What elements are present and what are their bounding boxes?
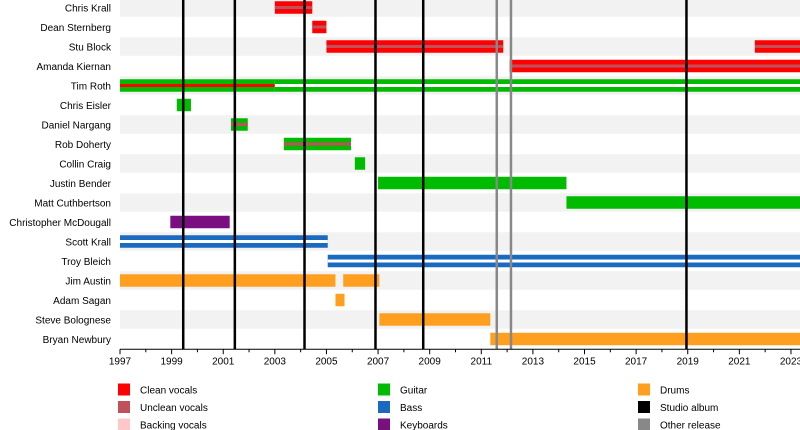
bar-scott-krall-stripe [120,240,328,243]
bar-justin-bender [378,176,567,190]
member-name-collin-craig: Collin Craig [59,159,111,170]
row-band [120,115,800,134]
membership-bars [120,1,800,346]
x-tick-label: 2013 [522,356,545,367]
x-tick-label: 2017 [625,356,648,367]
legend-label-studio-album: Studio album [660,403,718,414]
legend-swatch-other-release [638,418,650,430]
legend-swatch-backing-vocals [118,418,130,430]
legend-label-keyboards: Keyboards [400,420,448,430]
bar-troy-bleich-stripe [327,259,800,263]
legend-label-other-release: Other release [660,420,721,430]
member-name-justin-bender: Justin Bender [50,179,112,190]
x-axis: 1997 1999 2001 2003 2005 2007 2009 2011 2013 2015… [109,348,800,367]
x-tick-label: 2015 [573,356,596,367]
row-band [120,0,800,17]
bar-collin-craig [354,157,366,170]
member-name-matt-cuthbertson: Matt Cuthbertson [34,198,111,209]
x-tick-label: 1999 [160,356,183,367]
x-tick-label: 1997 [109,356,132,367]
bar-amanda-kiernan-secondary [509,64,800,68]
member-name-chris-krall: Chris Krall [65,3,111,14]
bar-rob-doherty-secondary [283,142,351,146]
x-tick-label: 2021 [728,356,751,367]
legend-swatch-clean-vocals [118,383,130,396]
bar-chris-krall-secondary [274,6,313,9]
legend-label-guitar: Guitar [400,385,428,396]
x-tick-label: 2011 [471,356,493,367]
legend-label-bass: Bass [400,403,422,414]
legend-label-backing-vocals: Backing vocals [140,420,207,430]
x-tick-label: 2019 [677,356,700,367]
bar-dean-sternberg-secondary [312,25,327,29]
member-name-troy-bleich: Troy Bleich [61,257,111,268]
x-tick-label: 2003 [264,356,287,367]
bar-adam-sagan [335,293,345,307]
legend: Clean vocals Unclean vocals Backing vocals… [118,383,721,430]
bar-stu-block-secondary [326,45,504,48]
member-name-steve-bolognese: Steve Bolognese [35,315,111,326]
legend-swatch-drums [638,383,650,396]
bar-stu-block-secondary [754,45,800,48]
bar-matt-cuthbertson [566,196,800,209]
legend-label-drums: Drums [660,385,689,396]
x-tick-label: 2023 [780,356,800,367]
bar-jim-austin [343,274,380,287]
member-names: Chris Krall Dean Sternberg Stu Block Amanda… [9,3,112,346]
x-tick-label: 2005 [315,356,338,367]
member-name-jim-austin: Jim Austin [65,276,111,287]
member-name-chris-eisler: Chris Eisler [60,101,112,112]
x-tick-label: 2001 [212,356,235,367]
legend-swatch-bass [378,401,390,413]
x-tick-label: 2007 [367,356,390,367]
member-name-tim-roth: Tim Roth [71,81,111,92]
member-name-adam-sagan: Adam Sagan [53,296,111,307]
legend-swatch-studio-album [638,401,650,413]
member-name-daniel-nargang: Daniel Nargang [42,120,112,131]
member-name-christopher-mcdougall: Christopher McDougall [9,218,111,229]
legend-swatch-keyboards [378,418,390,430]
bar-tim-roth-stripe [274,84,800,87]
release-lines [181,0,688,350]
bar-tim-roth-secondary [120,84,275,87]
legend-swatch-unclean-vocals [118,401,130,413]
member-name-amanda-kiernan: Amanda Kiernan [37,62,112,73]
bar-steve-bolognese [379,313,491,326]
member-name-stu-block: Stu Block [69,42,112,53]
bar-daniel-nargang-secondary [230,123,248,126]
member-name-rob-doherty: Rob Doherty [55,140,111,151]
x-tick-label: 2009 [419,356,442,367]
legend-label-clean-vocals: Clean vocals [140,385,197,396]
member-name-scott-krall: Scott Krall [65,237,111,248]
bar-bryan-newbury [490,332,800,346]
member-name-dean-sternberg: Dean Sternberg [40,23,111,34]
legend-swatch-guitar [378,383,390,396]
row-band [120,154,800,173]
bar-jim-austin [120,274,336,287]
bar-christopher-mcdougall [170,215,230,229]
legend-label-unclean-vocals: Unclean vocals [140,403,208,414]
member-name-bryan-newbury: Bryan Newbury [43,335,111,346]
